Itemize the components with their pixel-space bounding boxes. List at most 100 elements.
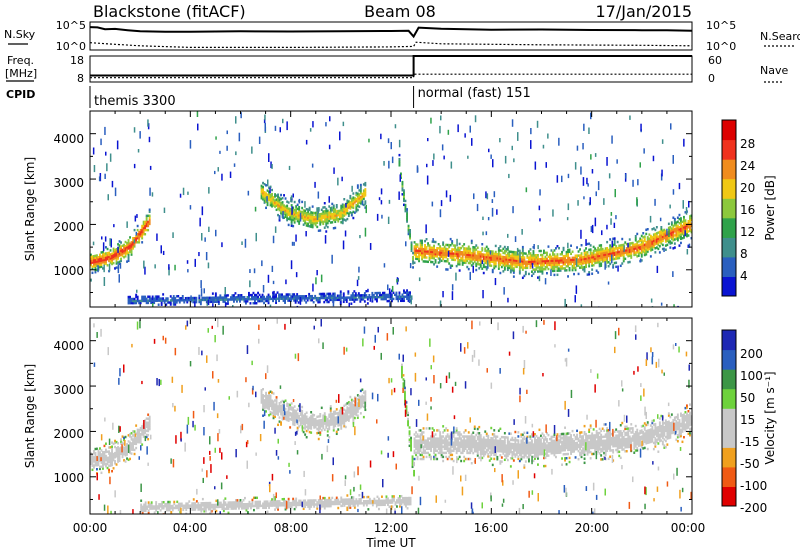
power-pixel <box>108 253 110 257</box>
velocity-pixel <box>268 405 270 409</box>
power-pixel <box>449 237 452 241</box>
power-pixel <box>574 260 577 264</box>
power-pixel <box>329 209 332 212</box>
velocity-pixel <box>314 424 317 427</box>
velocity-pixel <box>415 443 417 446</box>
velocity-pixel <box>500 435 503 439</box>
velocity-pixel <box>517 457 520 461</box>
power-pixel <box>467 261 470 265</box>
power-pixel <box>287 211 290 214</box>
power-pixel <box>120 241 122 244</box>
power-pixel <box>322 214 325 217</box>
power-pixel <box>260 192 263 196</box>
power-pixel <box>583 257 586 261</box>
power-pixel <box>91 257 94 260</box>
velocity-pixel <box>449 445 452 448</box>
power-pixel <box>172 301 175 304</box>
power-pixel <box>355 204 358 207</box>
power-pixel <box>413 253 416 256</box>
velocity-pixel <box>485 442 488 446</box>
power-pixel <box>320 220 323 224</box>
power-pixel <box>379 291 381 295</box>
power-pixel-sparse <box>482 290 484 299</box>
power-pixel <box>523 274 526 278</box>
power-pixel <box>526 256 529 259</box>
velocity-pixel <box>305 417 308 421</box>
velocity-pixel <box>349 404 352 407</box>
velocity-pixel <box>362 391 365 394</box>
power-pixel <box>484 259 487 263</box>
power-pixel <box>317 217 320 220</box>
power-pixel <box>594 247 597 250</box>
power-pixel <box>675 231 678 234</box>
power-pixel <box>431 256 434 260</box>
power-pixel <box>628 238 631 241</box>
power-pixel <box>363 296 366 299</box>
velocity-pixel <box>416 443 419 446</box>
velocity-pixel <box>419 447 422 451</box>
power-pixel <box>217 300 220 303</box>
velocity-pixel <box>446 433 449 436</box>
velocity-pixel <box>437 443 440 446</box>
power-pixel-sparse <box>408 296 411 303</box>
velocity-pixel <box>326 434 329 437</box>
power-pixel <box>325 211 328 215</box>
power-pixel-sparse <box>109 153 112 162</box>
velocity-pixel <box>308 426 311 430</box>
power-pixel <box>633 243 636 246</box>
power-pixel <box>470 239 473 243</box>
power-pixel <box>350 203 353 207</box>
power-pixel <box>117 243 119 246</box>
power-pixel <box>264 297 267 301</box>
power-pixel <box>91 255 94 258</box>
velocity-pixel <box>290 414 293 417</box>
power-pixel <box>362 294 365 297</box>
velocity-pixel <box>317 437 320 441</box>
noise-right-label: N.Search <box>760 30 800 43</box>
velocity-pixel <box>422 427 425 430</box>
power-pixel <box>607 261 610 264</box>
power-pixel <box>687 234 690 237</box>
power-pixel <box>327 294 330 298</box>
power-pixel <box>269 201 272 205</box>
power-pixel <box>289 211 292 215</box>
velocity-pixel <box>320 425 323 428</box>
velocity-pixel <box>99 467 101 471</box>
power-pixel <box>502 255 505 259</box>
power-cbar-segment <box>722 178 736 199</box>
power-pixel <box>318 300 321 304</box>
power-pixel <box>418 257 420 261</box>
power-pixel <box>431 254 434 258</box>
velocity-pixel <box>517 445 520 448</box>
power-pixel <box>580 264 583 267</box>
velocity-pixel <box>449 435 452 438</box>
power-pixel <box>636 247 639 250</box>
velocity-pixel <box>413 433 416 436</box>
velocity-pixel <box>334 420 337 424</box>
velocity-pixel <box>470 445 473 449</box>
power-pixel <box>290 214 293 217</box>
velocity-pixel <box>301 411 304 415</box>
power-pixel <box>654 236 657 240</box>
power-pixel <box>130 251 133 254</box>
power-pixel <box>676 228 679 232</box>
power-pixel <box>177 295 180 298</box>
velocity-pixel <box>313 424 316 427</box>
power-pixel <box>274 199 276 202</box>
power-pixel <box>690 230 692 234</box>
velocity-pixel <box>452 445 455 448</box>
power-pixel <box>172 299 175 302</box>
power-pixel <box>136 237 139 240</box>
power-pixel <box>288 293 291 296</box>
power-pixel <box>517 263 520 267</box>
velocity-pixel <box>481 456 484 460</box>
power-pixel <box>475 248 478 251</box>
velocity-pixel <box>472 443 475 447</box>
power-pixel <box>476 262 479 266</box>
power-pixel <box>96 254 98 257</box>
power-pixel <box>374 298 377 301</box>
velocity-pixel <box>520 445 523 449</box>
velocity-pixel <box>328 427 331 431</box>
velocity-pixel <box>133 448 136 452</box>
velocity-pixel <box>135 436 138 440</box>
